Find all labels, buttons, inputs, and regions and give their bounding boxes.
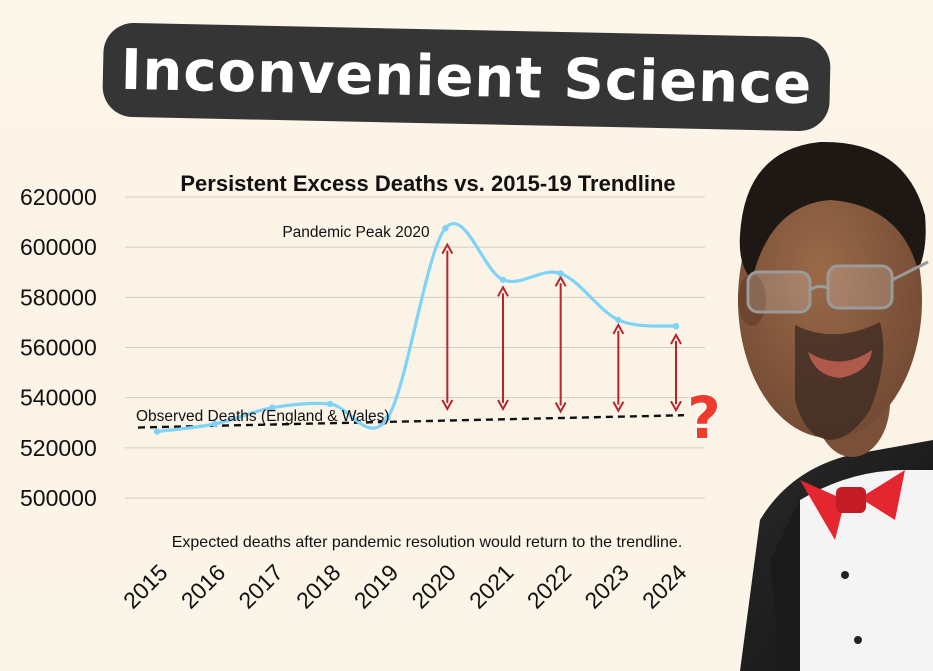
excess-arrows xyxy=(441,242,682,414)
chart-title: Persistent Excess Deaths vs. 2015-19 Tre… xyxy=(180,171,675,196)
excess-arrow-2021 xyxy=(497,285,509,412)
x-axis-ticks: 2015 2016 2017 2018 2019 2020 2021 2022 2023 2024 xyxy=(118,559,692,614)
y-tick-label-520000: 520000 xyxy=(20,435,97,461)
data-point-2024 xyxy=(672,322,680,330)
excess-arrow-head-top-2024 xyxy=(670,332,682,345)
data-point-2017 xyxy=(269,404,276,411)
excess-arrow-2022 xyxy=(554,275,567,414)
excess-arrow-head-top-2022 xyxy=(554,275,567,287)
y-tick-label-540000: 540000 xyxy=(20,385,97,411)
x-tick-label-2016: 2016 xyxy=(176,559,231,614)
data-point-2020 xyxy=(442,225,449,232)
series-line-0 xyxy=(155,222,678,434)
grid-layer xyxy=(125,196,705,499)
expected-annotation: Expected deaths after pandemic resolutio… xyxy=(172,534,683,551)
x-tick-label-2021: 2021 xyxy=(464,559,519,614)
excess-arrow-head-bottom-2023 xyxy=(612,401,625,413)
excess-arrow-head-bottom-2020 xyxy=(441,399,454,412)
x-tick-label-2017: 2017 xyxy=(233,559,288,614)
presenter-portrait xyxy=(738,141,933,671)
y-tick-label-500000: 500000 xyxy=(20,485,97,511)
x-tick-label-2022: 2022 xyxy=(522,559,577,614)
excess-arrow-head-bottom-2022 xyxy=(554,401,567,414)
peak-annotation: Pandemic Peak 2020 xyxy=(282,224,430,241)
excess-arrow-head-bottom-2021 xyxy=(497,399,509,412)
excess-arrow-2024 xyxy=(670,332,682,413)
data-point-2018 xyxy=(326,400,334,408)
question-mark-icon: ? xyxy=(687,384,721,452)
data-point-2015 xyxy=(153,428,161,435)
data-point-2022 xyxy=(557,270,564,277)
excess-arrow-head-top-2023 xyxy=(612,322,625,335)
y-tick-label-560000: 560000 xyxy=(20,335,97,361)
x-tick-label-2024: 2024 xyxy=(637,559,692,614)
x-tick-label-2023: 2023 xyxy=(579,559,634,614)
y-tick-label-620000: 620000 xyxy=(20,184,97,210)
data-point-2016 xyxy=(211,420,218,428)
data-point-2019 xyxy=(384,414,391,421)
excess-arrow-head-bottom-2024 xyxy=(670,400,682,413)
x-tick-label-2018: 2018 xyxy=(291,559,346,614)
y-tick-label-580000: 580000 xyxy=(20,284,97,310)
data-point-2021 xyxy=(499,276,507,283)
excess-arrow-head-top-2020 xyxy=(441,242,454,255)
y-axis-ticks: 620000 600000 580000 560000 540000 520000 5000… xyxy=(20,184,97,511)
excess-arrow-2023 xyxy=(612,322,625,413)
y-tick-label-600000: 600000 xyxy=(20,234,97,260)
x-tick-label-2019: 2019 xyxy=(349,559,404,614)
observed-annotation: Observed Deaths (England & Wales) xyxy=(136,408,390,425)
series-layer xyxy=(153,222,680,435)
excess-arrow-2020 xyxy=(441,242,454,412)
data-point-2023 xyxy=(615,316,622,324)
x-tick-label-2020: 2020 xyxy=(406,559,461,614)
excess-arrow-head-top-2021 xyxy=(497,285,509,297)
x-tick-label-2015: 2015 xyxy=(118,559,173,614)
